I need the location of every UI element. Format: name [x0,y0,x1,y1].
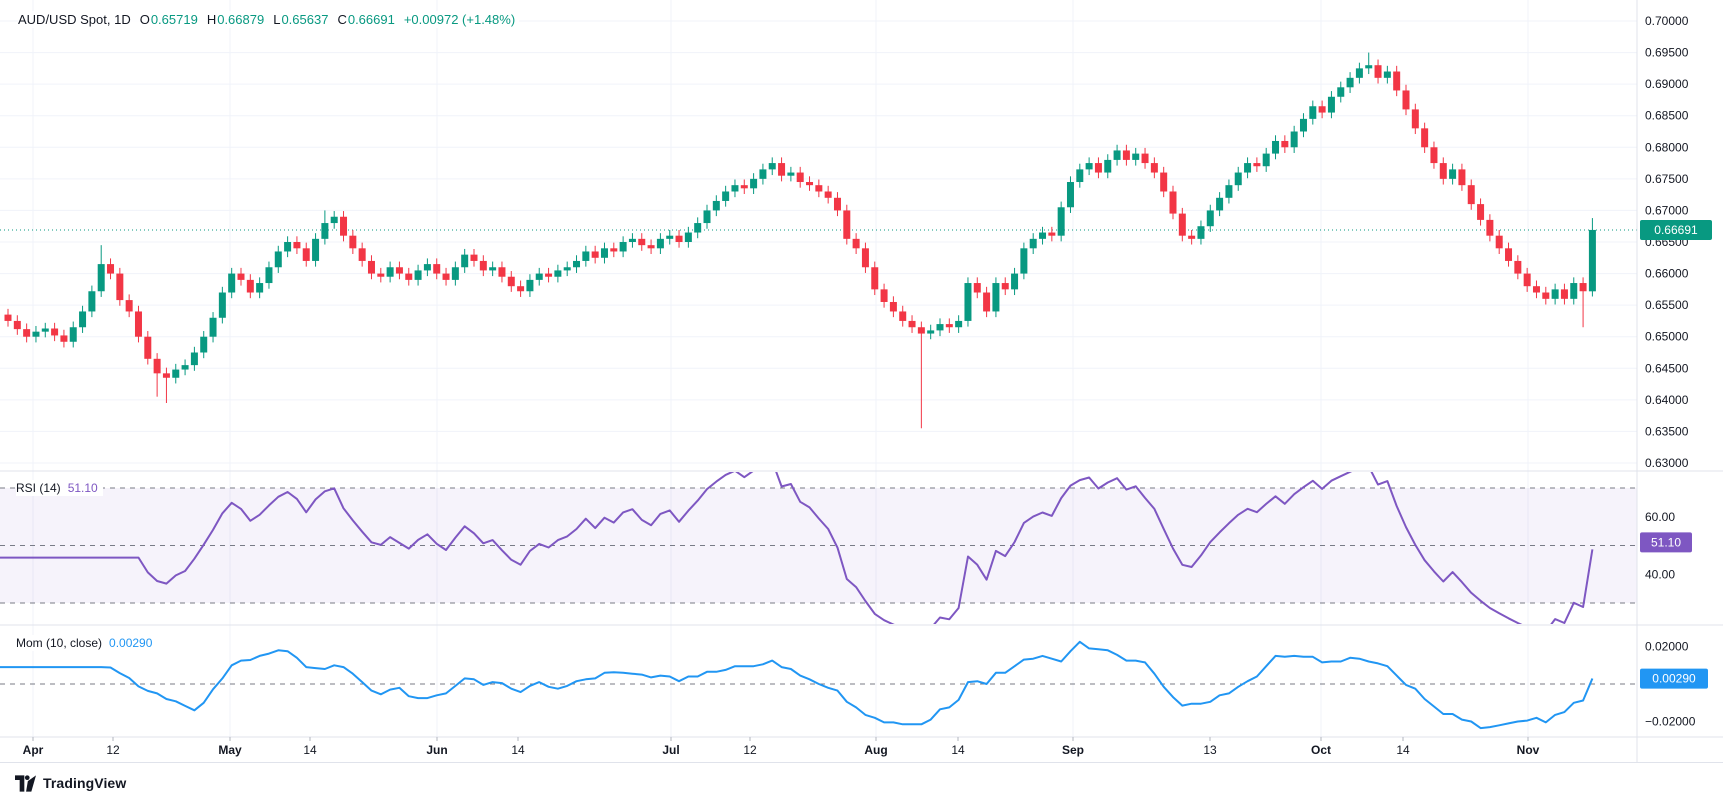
axis-label: 0.69500 [1645,46,1689,60]
axis-label: 0.63000 [1645,456,1689,470]
rsi-legend[interactable]: RSI (14) 51.10 [16,480,103,496]
time-axis-label: Nov [1517,743,1540,757]
axis-label: 0.66000 [1645,267,1689,281]
axis-label: 0.64500 [1645,361,1689,375]
axis-label: 0.65000 [1645,330,1689,344]
mom-badge-text: 0.00290 [1652,672,1696,686]
open-value: 0.65719 [150,12,198,27]
rsi-value: 51.10 [67,481,98,495]
axis-label: 0.70000 [1645,14,1689,28]
mom-badge [1640,668,1708,689]
time-axis-label: Apr [23,743,44,757]
open-label: O [139,12,150,27]
axis-label: 0.63500 [1645,424,1689,438]
footer-bar: TradingView [0,762,1723,803]
rsi-badge [1640,532,1692,553]
low-label: L [273,12,281,27]
time-axis-label: 12 [743,743,757,757]
tradingview-brand-text[interactable]: TradingView [43,775,127,791]
price-axis[interactable]: 0.70000 0.69500 0.69000 0.68500 0.68000 0.675… [1645,14,1696,729]
time-axis-label: Sep [1062,743,1084,757]
tradingview-logo-icon[interactable] [15,774,36,792]
axis-label: 0.67500 [1645,172,1689,186]
rsi-title[interactable]: RSI (14) [16,481,61,495]
axis-label: 0.02000 [1645,640,1689,654]
time-axis-label: 13 [1203,743,1217,757]
mom-title[interactable]: Mom (10, close) [16,636,103,650]
rsi-line [0,472,1594,624]
time-axis-label: 14 [303,743,317,757]
time-axis-label: 14 [1396,743,1410,757]
low-value: 0.65637 [281,12,329,27]
axis-label: −0.02000 [1645,715,1696,729]
chart-canvas[interactable]: 0.70000 0.69500 0.69000 0.68500 0.68000 0.675… [0,0,1723,762]
change-value: +0.00972 (+1.48%) [403,12,516,27]
current-price-badge [1640,219,1712,240]
high-label: H [206,12,217,27]
current-price-badge-text: 0.66691 [1654,223,1698,237]
candles-group [4,52,1596,429]
time-axis-label: 14 [951,743,965,757]
grid [0,0,1637,737]
axis-label: 40.00 [1645,567,1675,581]
symbol-title[interactable]: AUD/USD Spot, 1D [18,12,131,27]
axis-label: 0.67000 [1645,203,1689,217]
time-axis[interactable]: Apr 12 May 14 Jun 14 Jul 12 Aug 14 Sep 13 Oct 14 Nov [23,737,1540,757]
axis-label: 0.65500 [1645,298,1689,312]
rsi-badge-text: 51.10 [1651,535,1681,549]
axis-label: 60.00 [1645,510,1675,524]
time-axis-label: Jun [426,743,447,757]
close-label: C [337,12,347,27]
symbol-legend[interactable]: AUD/USD Spot, 1D O 0.65719 H 0.66879 L 0… [18,11,520,28]
time-axis-label: 12 [106,743,120,757]
axis-label: 0.68500 [1645,109,1689,123]
mom-value: 0.00290 [109,636,153,650]
axis-label: 0.64000 [1645,393,1689,407]
mom-line [0,640,1594,730]
time-axis-label: 14 [511,743,525,757]
mom-legend[interactable]: Mom (10, close) 0.00290 [16,635,158,651]
axis-label: 0.69000 [1645,77,1689,91]
high-value: 0.66879 [217,12,265,27]
time-axis-label: Jul [662,743,679,757]
axis-label: 0.68000 [1645,140,1689,154]
time-axis-label: Oct [1311,743,1331,757]
close-value: 0.66691 [347,12,395,27]
time-axis-label: May [218,743,242,757]
time-axis-label: Aug [864,743,887,757]
